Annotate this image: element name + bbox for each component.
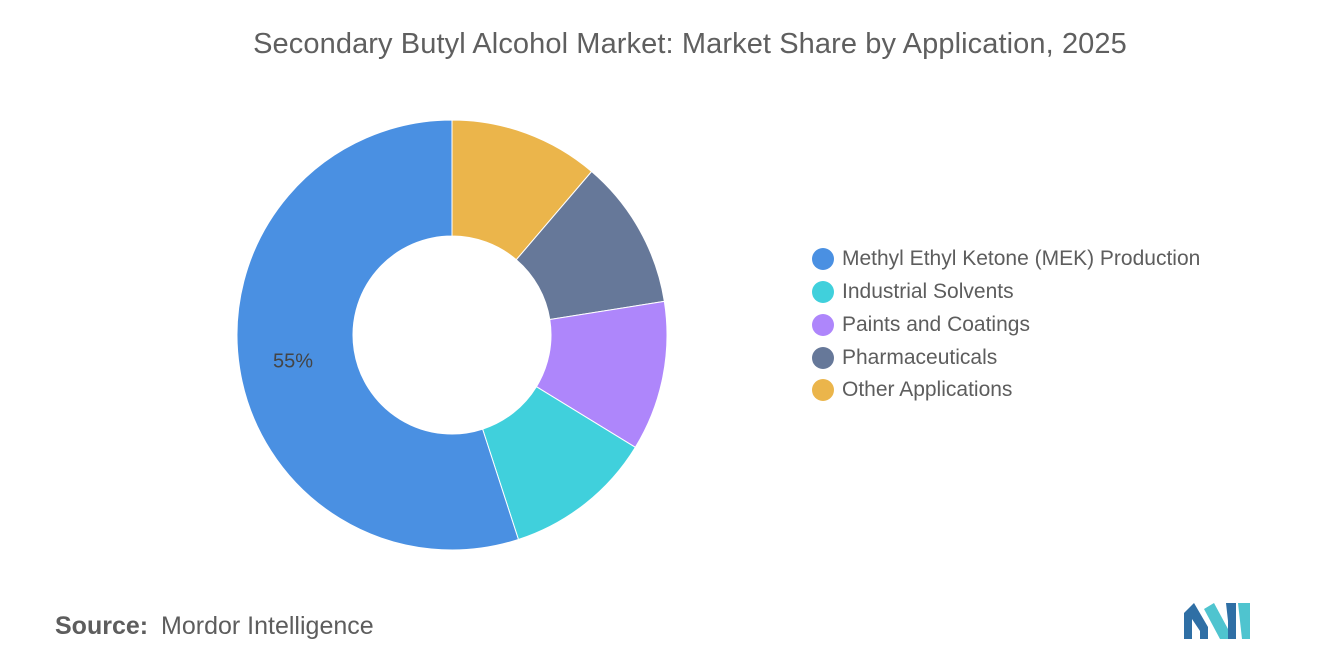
legend-label-1: Industrial Solvents: [842, 280, 1014, 304]
donut-slice-0: [236, 119, 520, 551]
source-label: Source:: [55, 612, 149, 640]
legend-swatch-3: [812, 346, 834, 369]
legend-swatch-4: [812, 379, 834, 402]
data-label-0: 55%: [273, 350, 313, 372]
donut-slices: [236, 119, 668, 551]
mordor-intelligence-logo-icon: [1184, 603, 1250, 639]
legend-swatch-0: [812, 248, 834, 271]
legend-item-2: Paints and Coatings: [812, 309, 1200, 342]
legend-item-1: Industrial Solvents: [812, 276, 1200, 309]
chart-legend: Methyl Ethyl Ketone (MEK) Production Indu…: [812, 243, 1200, 407]
donut-data-labels: 55%: [273, 350, 313, 372]
legend-label-0: Methyl Ethyl Ketone (MEK) Production: [842, 247, 1201, 271]
chart-title: Secondary Butyl Alcohol Market: Market S…: [253, 28, 1127, 60]
legend-item-0: Methyl Ethyl Ketone (MEK) Production: [812, 243, 1200, 276]
source-note: Source: Mordor Intelligence: [55, 612, 374, 641]
legend-swatch-1: [812, 281, 834, 304]
legend-item-4: Other Applications: [812, 374, 1200, 407]
legend-label-4: Other Applications: [842, 378, 1013, 402]
source-value: Mordor Intelligence: [161, 612, 374, 640]
legend-label-2: Paints and Coatings: [842, 312, 1030, 336]
legend-label-3: Pharmaceuticals: [842, 345, 998, 369]
legend-swatch-2: [812, 313, 834, 336]
legend-item-3: Pharmaceuticals: [812, 341, 1200, 374]
